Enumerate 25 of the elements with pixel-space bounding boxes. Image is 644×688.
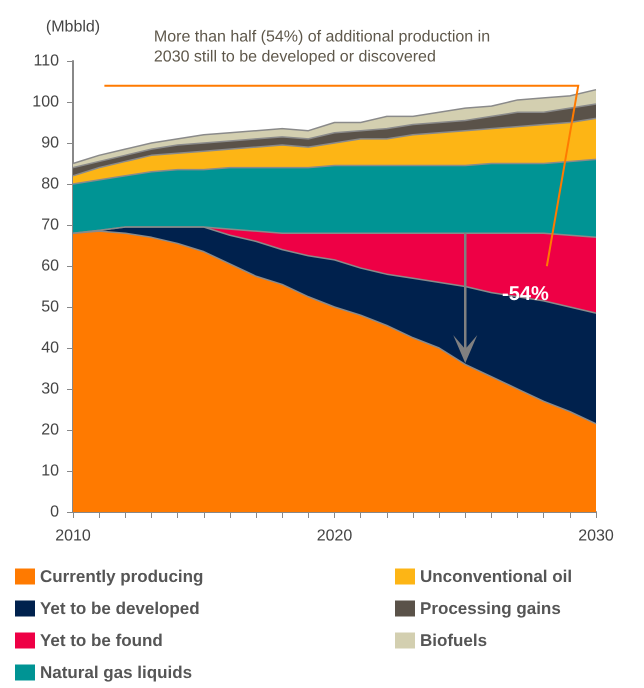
annotation: More than half (54%) of additional production in 2030 still to be developed or discovered [154, 28, 490, 66]
y-tick-label: 10 [41, 462, 60, 480]
y-tick-label: 0 [50, 504, 60, 520]
legend-label: Biofuels [420, 631, 488, 650]
y-axis-title: (Mbbld) [46, 18, 100, 36]
legend-label: Yet to be developed [40, 599, 200, 618]
x-tick-label: 2030 [578, 528, 614, 544]
y-tick-label: 30 [41, 380, 60, 398]
y-tick-label: 110 [33, 52, 60, 70]
y-tick-label: 100 [32, 94, 60, 110]
y-tick-label: 20 [41, 422, 60, 438]
legend-label: Currently producing [40, 567, 204, 586]
x-tick-label: 2020 [316, 528, 352, 544]
y-tick-label: 80 [41, 176, 60, 192]
legend-label: Unconventional oil [420, 567, 572, 586]
annotation: -54% [502, 282, 549, 305]
y-tick-label: 90 [41, 134, 60, 152]
y-tick-label: 40 [41, 340, 60, 356]
y-tick-label: 60 [41, 258, 60, 274]
legend-label: Natural gas liquids [40, 663, 192, 682]
y-tick-label: 50 [41, 298, 60, 316]
legend-label: Yet to be found [40, 631, 163, 650]
x-tick-label: 2010 [55, 528, 91, 544]
y-tick-label: 70 [41, 216, 60, 234]
legend-label: Processing gains [420, 599, 561, 618]
